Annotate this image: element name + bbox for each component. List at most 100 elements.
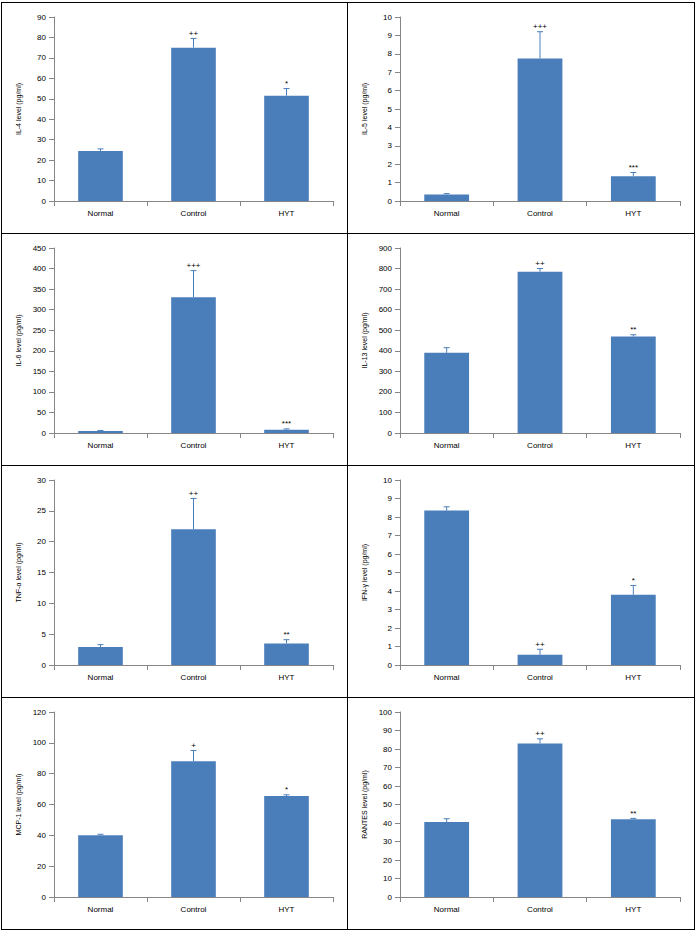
svg-text:9: 9 <box>388 494 393 503</box>
svg-text:Normal: Normal <box>88 905 114 914</box>
svg-text:10: 10 <box>37 176 46 185</box>
svg-text:450: 450 <box>33 244 47 253</box>
svg-text:2: 2 <box>388 160 393 169</box>
svg-text:20: 20 <box>37 537 46 546</box>
svg-text:60: 60 <box>37 74 46 83</box>
svg-text:5: 5 <box>42 630 47 639</box>
svg-text:50: 50 <box>37 94 46 103</box>
svg-text:Control: Control <box>527 905 553 914</box>
svg-text:800: 800 <box>379 264 393 273</box>
svg-text:7: 7 <box>388 68 393 77</box>
svg-text:90: 90 <box>37 13 46 22</box>
svg-text:100: 100 <box>33 738 47 747</box>
svg-text:Normal: Normal <box>88 209 114 218</box>
svg-text:20: 20 <box>37 156 46 165</box>
svg-text:400: 400 <box>33 264 47 273</box>
svg-text:80: 80 <box>383 745 392 754</box>
svg-text:120: 120 <box>33 708 47 717</box>
svg-text:8: 8 <box>388 513 393 522</box>
svg-text:0: 0 <box>388 893 393 902</box>
svg-text:HYT: HYT <box>625 673 641 682</box>
svg-text:400: 400 <box>379 346 393 355</box>
svg-text:0: 0 <box>42 429 47 438</box>
svg-text:5: 5 <box>388 568 393 577</box>
svg-text:HYT: HYT <box>279 673 295 682</box>
svg-text:**: ** <box>283 630 289 639</box>
svg-text:50: 50 <box>383 800 392 809</box>
svg-text:IL-5 level (pg/ml): IL-5 level (pg/ml) <box>361 83 369 135</box>
svg-text:10: 10 <box>383 874 392 883</box>
svg-text:Control: Control <box>527 441 553 450</box>
svg-text:600: 600 <box>379 305 393 314</box>
svg-text:20: 20 <box>37 862 46 871</box>
svg-text:3: 3 <box>388 605 393 614</box>
svg-text:Control: Control <box>181 441 207 450</box>
svg-text:9: 9 <box>388 31 393 40</box>
svg-text:40: 40 <box>37 831 46 840</box>
svg-text:20: 20 <box>383 856 392 865</box>
svg-text:Normal: Normal <box>88 441 114 450</box>
svg-text:++: ++ <box>189 489 199 498</box>
svg-text:3: 3 <box>388 141 393 150</box>
svg-text:*: * <box>285 785 288 794</box>
svg-text:6: 6 <box>388 86 393 95</box>
svg-text:Control: Control <box>181 905 207 914</box>
svg-text:350: 350 <box>33 285 47 294</box>
svg-text:+++: +++ <box>186 261 200 270</box>
svg-text:150: 150 <box>33 367 47 376</box>
svg-text:7: 7 <box>388 531 393 540</box>
svg-text:Control: Control <box>181 673 207 682</box>
svg-text:Control: Control <box>527 673 553 682</box>
svg-text:***: *** <box>282 419 291 428</box>
svg-text:**: ** <box>630 325 636 334</box>
svg-text:Control: Control <box>181 209 207 218</box>
svg-text:0: 0 <box>388 661 393 670</box>
svg-text:60: 60 <box>37 800 46 809</box>
svg-text:70: 70 <box>37 53 46 62</box>
svg-text:Normal: Normal <box>434 209 460 218</box>
svg-text:MCP-1 level (pg/ml): MCP-1 level (pg/ml) <box>15 774 23 836</box>
svg-text:30: 30 <box>37 135 46 144</box>
svg-text:0: 0 <box>42 661 47 670</box>
svg-text:100: 100 <box>33 387 47 396</box>
svg-text:Normal: Normal <box>434 673 460 682</box>
svg-text:IL-13 level (pg/ml): IL-13 level (pg/ml) <box>361 312 369 368</box>
svg-text:300: 300 <box>33 305 47 314</box>
svg-text:0: 0 <box>42 197 47 206</box>
svg-text:++: ++ <box>535 640 545 649</box>
svg-text:40: 40 <box>383 819 392 828</box>
svg-text:50: 50 <box>37 408 46 417</box>
svg-text:+++: +++ <box>533 22 547 31</box>
svg-text:Normal: Normal <box>434 905 460 914</box>
svg-text:30: 30 <box>383 837 392 846</box>
svg-text:4: 4 <box>388 123 393 132</box>
svg-text:8: 8 <box>388 49 393 58</box>
svg-text:700: 700 <box>379 285 393 294</box>
svg-text:1: 1 <box>388 178 393 187</box>
svg-text:30: 30 <box>37 476 46 485</box>
svg-text:Normal: Normal <box>434 441 460 450</box>
svg-text:70: 70 <box>383 763 392 772</box>
svg-text:IL-6 level (pg/ml): IL-6 level (pg/ml) <box>15 314 23 366</box>
svg-text:RANTES level (pg/ml): RANTES level (pg/ml) <box>361 770 369 838</box>
svg-text:90: 90 <box>383 726 392 735</box>
svg-text:Control: Control <box>527 209 553 218</box>
svg-text:500: 500 <box>379 326 393 335</box>
svg-text:++: ++ <box>189 29 199 38</box>
svg-text:+: + <box>191 741 196 750</box>
svg-text:4: 4 <box>388 587 393 596</box>
svg-text:Normal: Normal <box>88 673 114 682</box>
svg-text:250: 250 <box>33 326 47 335</box>
svg-text:**: ** <box>630 809 636 818</box>
svg-text:++: ++ <box>535 729 545 738</box>
svg-text:80: 80 <box>37 769 46 778</box>
svg-text:*: * <box>632 576 635 585</box>
svg-text:60: 60 <box>383 782 392 791</box>
svg-text:TNF-α level (pg/ml): TNF-α level (pg/ml) <box>15 542 23 602</box>
svg-text:100: 100 <box>379 408 393 417</box>
svg-text:200: 200 <box>379 387 393 396</box>
svg-text:6: 6 <box>388 550 393 559</box>
svg-text:10: 10 <box>383 476 392 485</box>
svg-text:80: 80 <box>37 33 46 42</box>
svg-text:0: 0 <box>42 893 47 902</box>
